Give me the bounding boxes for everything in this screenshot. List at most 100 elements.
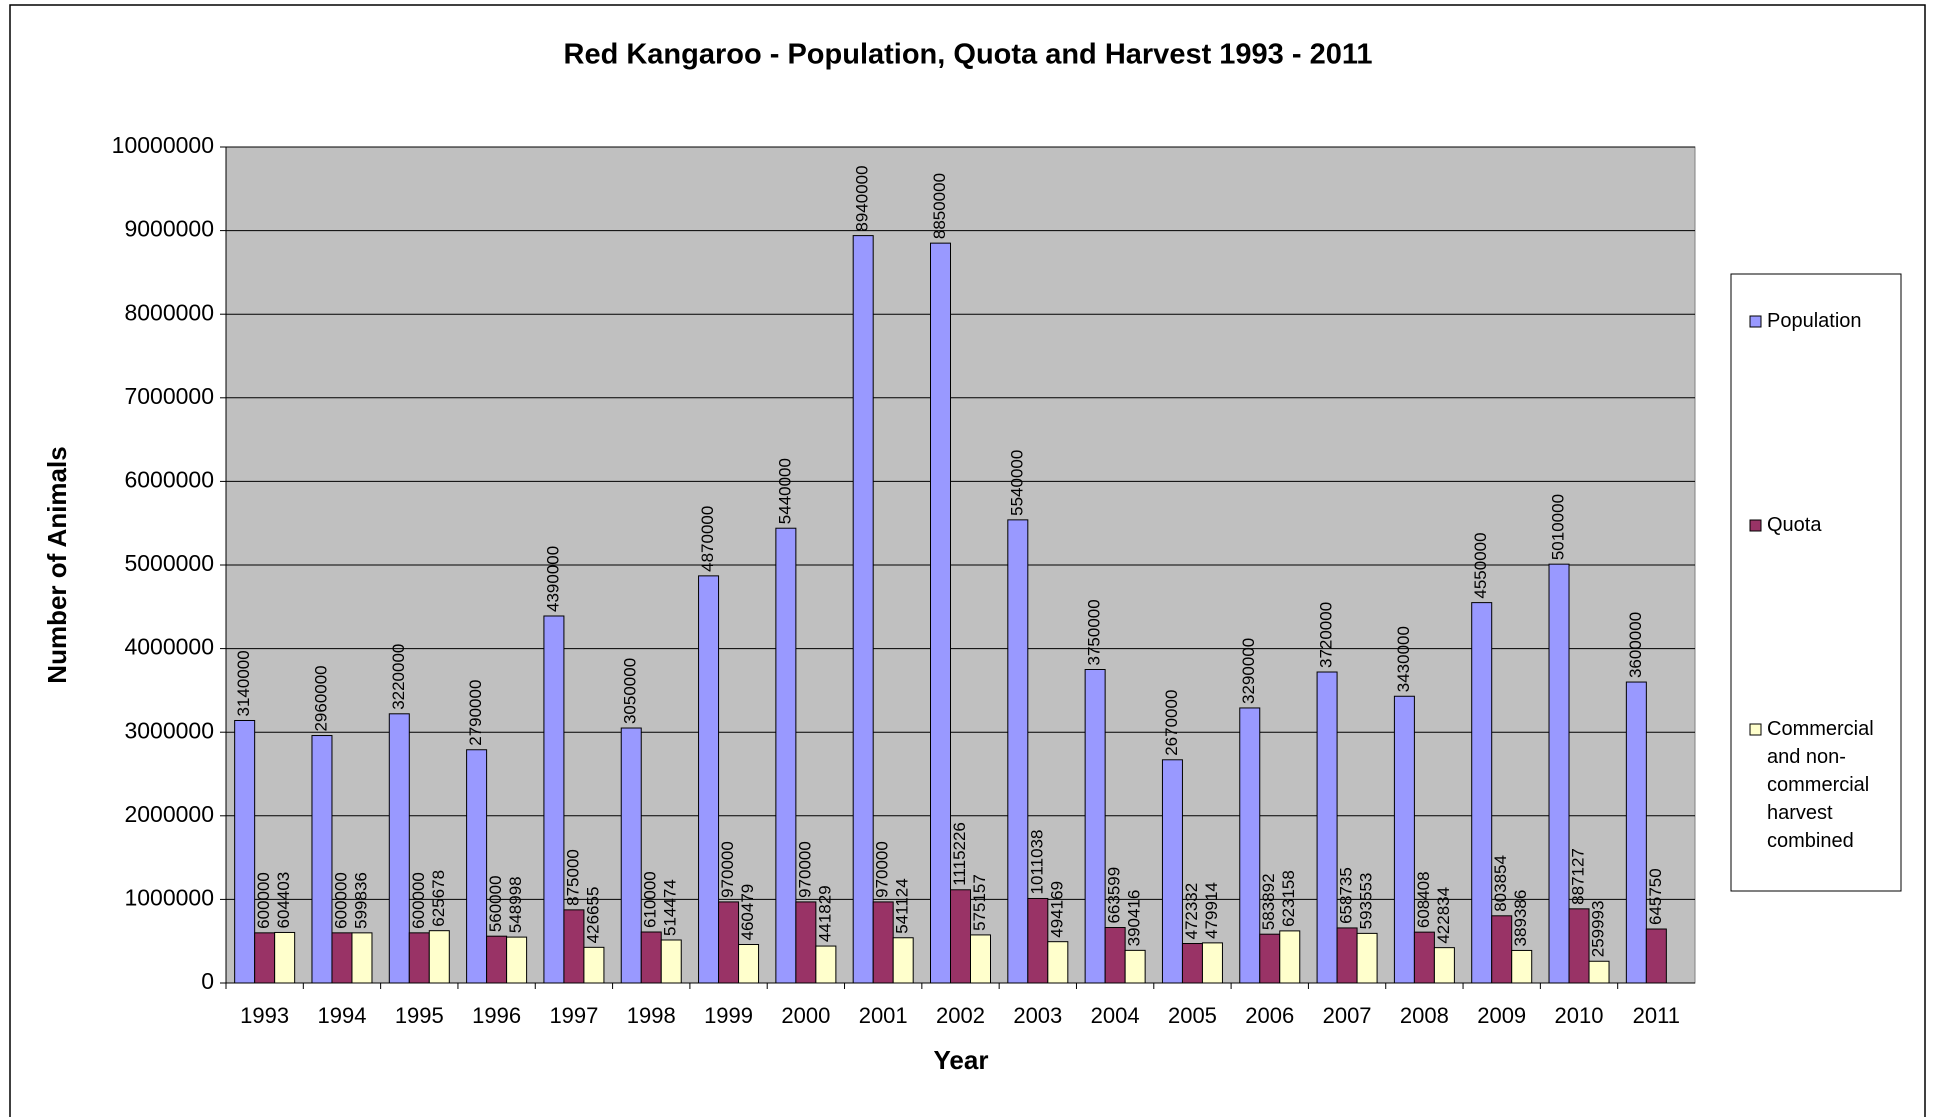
x-tick-label: 2001 — [859, 1003, 908, 1028]
x-tick-label: 2000 — [781, 1003, 830, 1028]
x-tick-label: 1994 — [317, 1003, 366, 1028]
data-label: 625678 — [429, 870, 448, 927]
bar — [274, 931, 296, 984]
y-tick-label: 9000000 — [124, 216, 214, 242]
bar — [852, 235, 874, 984]
data-label: 259993 — [1589, 901, 1608, 958]
x-tick-label: 1998 — [627, 1003, 676, 1028]
bar — [1239, 707, 1261, 984]
bar — [1316, 671, 1338, 984]
data-label: 970000 — [873, 841, 892, 898]
data-label: 803854 — [1491, 855, 1510, 912]
y-tick-label: 1000000 — [124, 884, 214, 910]
data-label: 3600000 — [1626, 612, 1645, 678]
bar — [1336, 927, 1358, 984]
bar — [351, 932, 373, 984]
bar — [930, 242, 951, 984]
data-label: 600000 — [409, 872, 428, 929]
bar — [543, 615, 565, 984]
data-label: 970000 — [718, 841, 737, 898]
legend-swatch — [1749, 723, 1762, 736]
data-label: 658735 — [1337, 867, 1356, 924]
y-tick-label: 2000000 — [124, 801, 214, 827]
bar — [1491, 915, 1513, 984]
x-tick-label: 1997 — [549, 1003, 598, 1028]
data-label: 1115226 — [950, 822, 969, 886]
bar — [815, 945, 837, 984]
bar — [1084, 669, 1106, 984]
data-label: 600000 — [254, 872, 273, 929]
x-tick-label: 2009 — [1477, 1003, 1526, 1028]
bar — [1181, 943, 1203, 984]
data-label: 970000 — [795, 841, 814, 898]
bar — [1548, 563, 1570, 984]
x-tick-label: 1996 — [472, 1003, 521, 1028]
data-label: 3750000 — [1085, 599, 1104, 665]
data-label: 3720000 — [1317, 602, 1336, 668]
data-label: 4870000 — [698, 506, 717, 572]
bar — [583, 946, 605, 984]
data-label: 479914 — [1202, 882, 1221, 939]
data-label: 2670000 — [1162, 690, 1181, 756]
data-label: 2960000 — [311, 665, 330, 731]
y-tick-label: 3000000 — [124, 717, 214, 743]
bar — [1588, 960, 1610, 984]
data-label: 541124 — [893, 878, 912, 933]
bar — [1279, 930, 1301, 984]
legend-entry: Quota — [1767, 514, 1821, 536]
data-label: 663599 — [1105, 867, 1124, 924]
y-tick-label: 7000000 — [124, 383, 214, 409]
data-label: 390416 — [1125, 890, 1144, 947]
data-label: 8940000 — [853, 165, 872, 231]
data-label: 3050000 — [621, 658, 640, 724]
x-tick-label: 1995 — [395, 1003, 444, 1028]
data-label: 875000 — [563, 849, 582, 906]
data-label: 441829 — [815, 885, 834, 942]
data-label: 8850000 — [930, 173, 949, 239]
x-tick-label: 2006 — [1245, 1003, 1294, 1028]
legend-swatch — [1749, 519, 1762, 532]
data-label: 4390000 — [543, 546, 562, 612]
bar — [950, 889, 971, 984]
y-tick-label: 10000000 — [112, 132, 214, 158]
data-label: 599836 — [351, 872, 370, 929]
bar — [1645, 928, 1667, 984]
data-label: 610000 — [641, 871, 660, 928]
legend-label: Population — [1767, 310, 1862, 332]
bar — [1201, 942, 1223, 984]
data-label: 1011038 — [1027, 830, 1046, 895]
y-axis-label: Number of Animals — [42, 446, 72, 683]
bar — [1471, 602, 1493, 984]
bar — [1393, 695, 1415, 984]
x-tick-label: 2003 — [1013, 1003, 1062, 1028]
x-tick-label: 2010 — [1555, 1003, 1604, 1028]
data-label: 548998 — [506, 876, 525, 933]
bar — [1625, 681, 1647, 984]
y-tick-label: 4000000 — [124, 634, 214, 660]
bar — [311, 735, 333, 984]
bar — [254, 932, 276, 984]
bar — [698, 575, 720, 984]
data-label: 5010000 — [1549, 494, 1568, 560]
bar — [1124, 949, 1146, 984]
y-tick-label: 8000000 — [124, 299, 214, 325]
chart-title: Red Kangaroo - Population, Quota and Har… — [564, 39, 1373, 71]
x-tick-label: 2007 — [1323, 1003, 1372, 1028]
data-label: 583892 — [1259, 873, 1278, 930]
bar — [331, 932, 353, 984]
bar — [892, 937, 914, 984]
bar — [660, 939, 682, 984]
legend-entry: Commercial and non-commercial harvest co… — [1767, 718, 1874, 852]
y-tick-label: 5000000 — [124, 550, 214, 576]
x-tick-label: 2004 — [1091, 1003, 1140, 1028]
y-tick-label: 0 — [201, 968, 214, 994]
data-label: 887127 — [1569, 848, 1588, 905]
bar — [718, 901, 740, 984]
bar — [640, 931, 662, 984]
bar — [506, 936, 528, 984]
bar — [1027, 897, 1049, 984]
data-label: 3430000 — [1394, 626, 1413, 692]
bar — [466, 749, 488, 984]
bar — [1007, 519, 1029, 984]
x-tick-label: 1999 — [704, 1003, 753, 1028]
